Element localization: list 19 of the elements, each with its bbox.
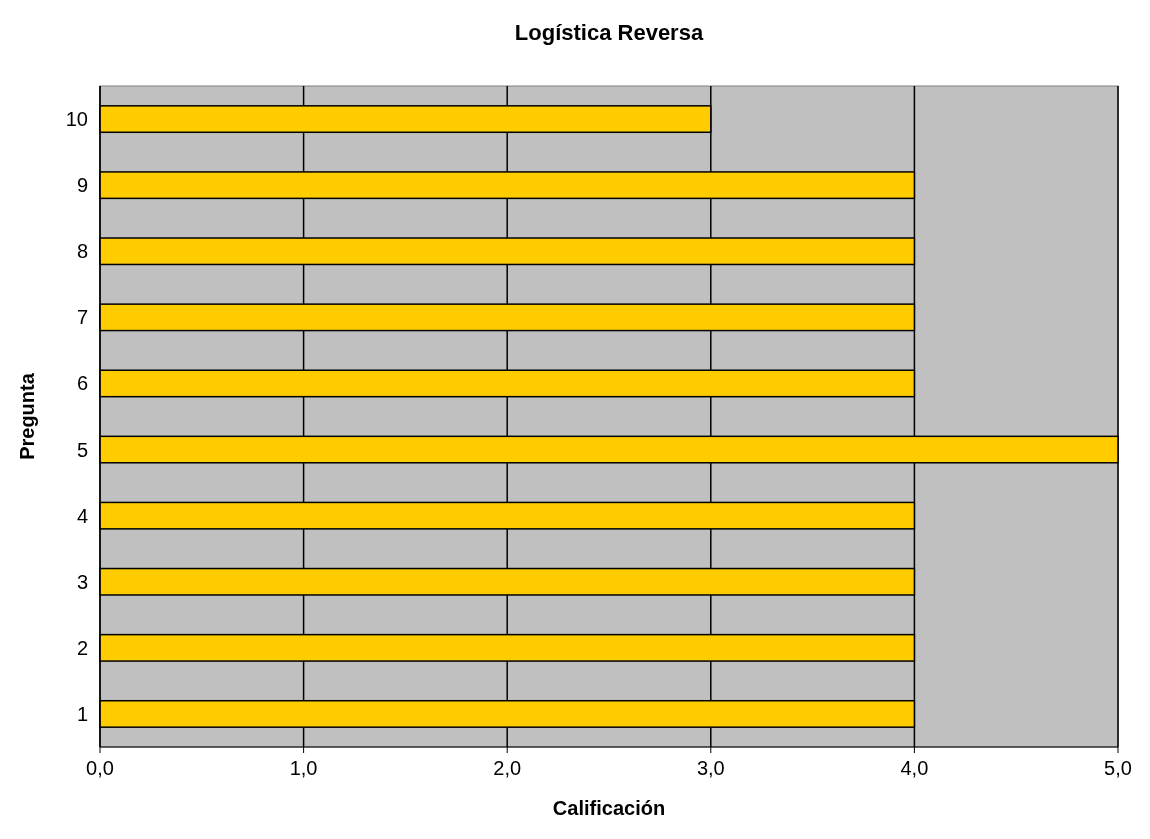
chart-title: Logística Reversa <box>514 20 704 45</box>
x-tick-label: 3,0 <box>696 757 725 779</box>
x-tick-label: 5,0 <box>1104 757 1132 779</box>
y-tick-label: 4 <box>76 504 88 527</box>
x-tick-label: 4,0 <box>900 757 929 779</box>
x-tick-label: 0,0 <box>86 757 114 779</box>
y-tick-label: 3 <box>76 570 88 593</box>
y-tick-label: 2 <box>76 636 88 659</box>
x-tick-label: 2,0 <box>493 757 522 779</box>
y-axis-title: Pregunta <box>16 372 38 460</box>
y-tick-label: 10 <box>65 108 88 131</box>
y-tick-label: 1 <box>76 702 88 725</box>
y-tick-label: 7 <box>76 306 88 329</box>
x-tick-label: 1,0 <box>289 757 318 779</box>
y-tick-label: 8 <box>76 240 88 263</box>
y-tick-label: 9 <box>76 174 88 197</box>
y-tick-label: 5 <box>76 438 88 461</box>
y-tick-label: 6 <box>76 372 88 395</box>
x-axis-title: Calificación <box>552 797 666 819</box>
